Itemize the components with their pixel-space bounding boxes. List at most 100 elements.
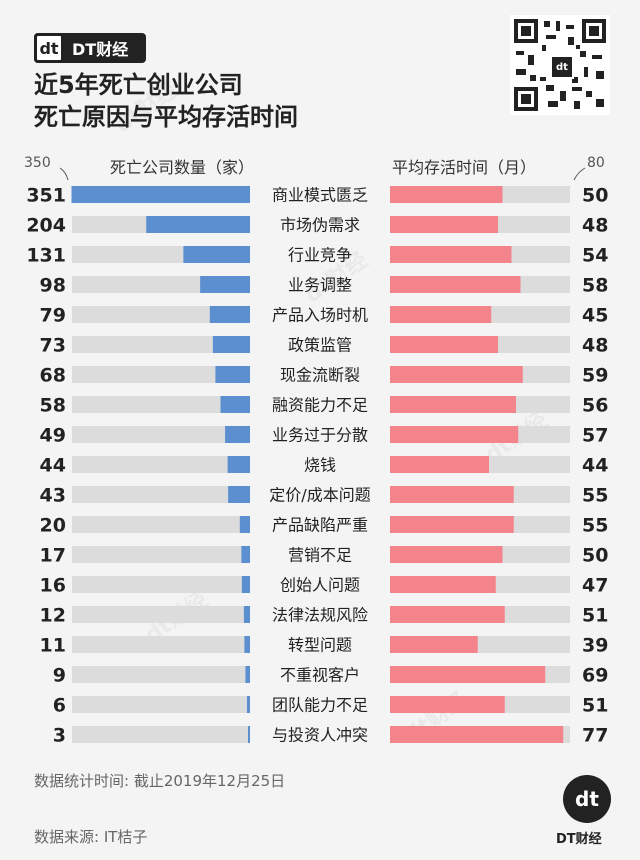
right-axis-header: 平均存活时间（月） [392, 158, 537, 177]
brand-logo-text: DT财经 [556, 832, 602, 847]
category-label: 烧钱 [304, 456, 336, 475]
brand-logo: dt [563, 775, 611, 823]
left-value-label: 44 [40, 455, 66, 477]
right-value-label: 45 [582, 305, 608, 327]
right-value-label: 44 [582, 455, 608, 477]
right-value-label: 51 [582, 605, 608, 627]
right-value-label: 77 [582, 725, 608, 747]
category-label: 创始人问题 [280, 576, 360, 595]
left-bar [228, 486, 250, 503]
left-bar [241, 576, 250, 593]
category-label: 商业模式匮乏 [272, 186, 368, 205]
left-axis-header: 死亡公司数量（家） [110, 158, 255, 177]
left-bar-track [72, 456, 250, 473]
left-bar-track [72, 606, 250, 623]
left-bar [239, 516, 250, 533]
left-bar [146, 216, 250, 233]
right-bar [390, 696, 505, 713]
left-bar [227, 456, 250, 473]
right-bar [390, 456, 489, 473]
right-value-label: 48 [582, 335, 608, 357]
left-value-label: 12 [40, 605, 66, 627]
left-value-label: 43 [40, 485, 66, 507]
left-value-label: 68 [40, 365, 66, 387]
left-scale-connector [59, 167, 69, 181]
qr-code: dt [510, 15, 610, 115]
category-label: 不重视客户 [280, 666, 360, 685]
left-bar-track [72, 306, 250, 323]
right-value-label: 57 [582, 425, 608, 447]
butterfly-bar-chart: 351 商业模式匮乏 50 204 市场伪需求 48 131 行业竞争 54 98 业务调整 58 79… [26, 167, 608, 747]
left-bar [225, 426, 250, 443]
left-bar [209, 306, 250, 323]
right-bar [390, 606, 505, 623]
left-value-label: 58 [40, 395, 66, 417]
left-bar [244, 636, 250, 653]
right-value-label: 59 [582, 365, 608, 387]
right-value-label: 47 [582, 575, 608, 597]
right-bar [390, 576, 496, 593]
right-value-label: 39 [582, 635, 608, 657]
brand-name: DT财经 [72, 40, 129, 59]
left-bar-track [72, 366, 250, 383]
right-value-label: 50 [582, 185, 608, 207]
left-bar [243, 606, 250, 623]
right-bar [390, 546, 503, 563]
category-label: 政策监管 [288, 336, 352, 355]
left-scale-max: 350 [24, 155, 51, 171]
category-label: 定价/成本问题 [269, 486, 370, 505]
right-value-label: 50 [582, 545, 608, 567]
left-bar [200, 276, 250, 293]
left-value-label: 131 [26, 245, 66, 267]
left-bar-track [72, 696, 250, 713]
right-bar [390, 666, 546, 683]
left-value-label: 351 [26, 185, 66, 207]
category-label: 融资能力不足 [272, 396, 368, 415]
category-label: 业务过于分散 [272, 426, 368, 445]
left-bar [183, 246, 250, 263]
right-value-label: 56 [582, 395, 608, 417]
right-bar [390, 426, 519, 443]
left-bar [212, 336, 250, 353]
right-bar [390, 276, 521, 293]
category-label: 团队能力不足 [272, 696, 368, 715]
page-subtitle: 死亡原因与平均存活时间 [34, 103, 298, 131]
right-bar [390, 186, 503, 203]
right-bar [390, 366, 523, 383]
category-label: 与投资人冲突 [272, 726, 368, 745]
left-bar-track [72, 396, 250, 413]
footer-data-time: 数据统计时间: 截止2019年12月25日 [34, 772, 286, 790]
right-bar [390, 516, 514, 533]
left-bar-track [72, 666, 250, 683]
page-title: 近5年死亡创业公司 [34, 71, 243, 99]
qr-code-pattern [514, 19, 606, 111]
left-bar-track [72, 546, 250, 563]
category-label: 转型问题 [288, 636, 352, 655]
right-value-label: 58 [582, 275, 608, 297]
right-bar [390, 246, 512, 263]
left-bar-track [72, 486, 250, 503]
left-bar [71, 186, 251, 203]
left-bar [248, 726, 250, 743]
left-bar-track [72, 726, 250, 743]
right-scale-max: 80 [587, 155, 605, 171]
right-value-label: 55 [582, 485, 608, 507]
left-bar [245, 666, 250, 683]
left-value-label: 79 [40, 305, 66, 327]
right-bar [390, 726, 564, 743]
category-label: 市场伪需求 [280, 216, 360, 235]
right-bar [390, 336, 498, 353]
left-bar-track [72, 516, 250, 533]
left-value-label: 98 [40, 275, 66, 297]
footer-data-source: 数据来源: IT桔子 [34, 828, 148, 846]
right-value-label: 48 [582, 215, 608, 237]
left-bar [246, 696, 250, 713]
left-value-label: 204 [26, 215, 66, 237]
right-value-label: 54 [582, 245, 608, 267]
right-bar [390, 486, 514, 503]
right-bar [390, 396, 516, 413]
category-label: 业务调整 [288, 276, 352, 295]
qr-center-mark: dt [550, 55, 574, 79]
category-label: 行业竞争 [288, 246, 352, 265]
left-bar [220, 396, 250, 413]
